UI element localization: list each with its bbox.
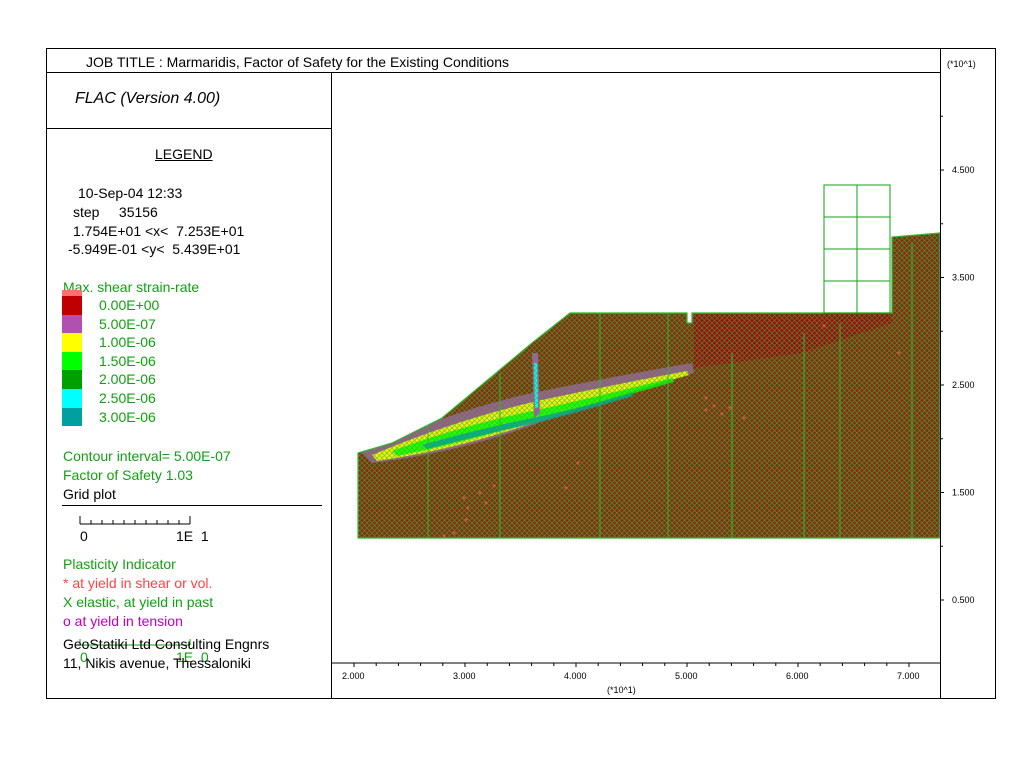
contour-label: 1.00E-06	[99, 334, 156, 351]
x-tick-label: 5.000	[675, 671, 698, 681]
svg-text:*: *	[564, 485, 568, 496]
svg-text:*: *	[712, 403, 716, 414]
plasticity-item: X elastic, at yield in past	[63, 594, 214, 610]
contour-swatch	[62, 351, 82, 371]
plot-frame	[46, 48, 996, 699]
contour-label: 1.50E-06	[99, 352, 156, 369]
contour-swatch	[62, 333, 82, 352]
contour-swatch	[62, 407, 82, 427]
x-scale-note: (*10^1)	[607, 685, 636, 695]
svg-text:*: *	[720, 411, 724, 422]
contour-swatch	[62, 389, 82, 408]
y-tick-label: 2.500	[952, 380, 975, 390]
svg-text:*: *	[822, 323, 826, 334]
contour-interval: Contour interval= 5.00E-07	[63, 448, 231, 464]
contour-swatch-top	[62, 290, 82, 296]
svg-text:*: *	[464, 517, 468, 528]
yield-markers: *** * ** *** *** *** ***	[442, 323, 901, 544]
contour-swatch	[62, 296, 82, 315]
y-scale-note: (*10^1)	[947, 59, 976, 69]
x-tick-label: 7.000	[897, 671, 920, 681]
plasticity-title: Plasticity Indicator	[63, 556, 176, 572]
contour-title: Max. shear strain-rate	[63, 279, 200, 295]
legend-separator	[62, 505, 322, 506]
plasticity-scale-right: 1E 0	[176, 649, 209, 665]
program-box-divider	[46, 128, 332, 129]
title-bar	[46, 48, 941, 73]
contour-label: 3.00E-06	[99, 408, 156, 425]
building-grid	[823, 184, 891, 314]
y-range: -5.949E-01 <y< 5.439E+01	[68, 241, 241, 257]
model-outline	[357, 232, 940, 539]
svg-text:*: *	[452, 530, 456, 541]
contour-label: 5.00E-07	[99, 315, 156, 332]
svg-text:*: *	[704, 395, 708, 406]
grid-scale-left: 0	[80, 528, 88, 544]
plasticity-scale-left: 0	[80, 649, 88, 665]
x-tick-label: 4.000	[564, 671, 587, 681]
x-tick-label: 6.000	[786, 671, 809, 681]
y-tick-label: 1.500	[952, 488, 975, 498]
svg-text:*: *	[728, 405, 732, 416]
plasticity-item: * at yield in shear or vol.	[63, 575, 213, 591]
svg-text:*: *	[478, 490, 482, 501]
contour-label: 0.00E+00	[99, 297, 160, 313]
factor-of-safety: Factor of Safety 1.03	[63, 467, 193, 483]
legend-title: LEGEND	[155, 146, 213, 162]
panel-divider	[331, 72, 332, 699]
company-address: 11, Nikis avenue, Thessaloniki	[63, 655, 251, 671]
grid-plot-label: Grid plot	[63, 486, 116, 502]
y-tick-label: 4.500	[952, 165, 975, 175]
date-time: 10-Sep-04 12:33	[78, 185, 183, 201]
svg-text:*: *	[466, 505, 470, 516]
y-tick-label: 0.500	[952, 595, 975, 605]
contour-label: 2.00E-06	[99, 371, 156, 388]
y-axis: 0.500 1.500 2.500 3.500 4.500	[940, 115, 975, 605]
svg-text:*: *	[462, 495, 466, 506]
x-tick-labels: 2.000 3.000 4.000 5.000 6.000 7.000	[342, 663, 920, 681]
svg-text:*: *	[492, 483, 496, 494]
company-name: GeoStatiki Ltd Consulting Engnrs	[63, 636, 270, 652]
plasticity-item: o at yield in tension	[63, 613, 183, 629]
grid-scale-right: 1E 1	[176, 528, 209, 544]
flac-model-plot: *** * ** *** *** *** *** 2.000 3.000 4.000 5…	[332, 184, 940, 695]
svg-text:*: *	[442, 533, 446, 544]
svg-text:*: *	[897, 350, 901, 361]
contour-swatch	[62, 314, 82, 334]
x-tick-label: 3.000	[453, 671, 476, 681]
svg-text:*: *	[576, 460, 580, 471]
mesh-grid	[358, 233, 940, 538]
plasticity-scale-bar	[79, 639, 191, 646]
axis-divider	[940, 48, 941, 699]
svg-text:*: *	[484, 500, 488, 511]
y-tick-label: 3.500	[952, 273, 975, 283]
contour-label: 2.50E-06	[99, 390, 156, 406]
contour-swatch	[62, 370, 82, 389]
grid-scale-bar	[79, 516, 191, 525]
program-name: FLAC (Version 4.00)	[75, 90, 221, 107]
svg-text:*: *	[704, 407, 708, 418]
job-title: JOB TITLE : Marmaridis, Factor of Safety…	[86, 54, 510, 70]
step-count: step 35156	[73, 204, 158, 220]
x-range: 1.754E+01 <x< 7.253E+01	[73, 223, 245, 239]
x-tick-label: 2.000	[342, 671, 365, 681]
svg-text:*: *	[742, 415, 746, 426]
